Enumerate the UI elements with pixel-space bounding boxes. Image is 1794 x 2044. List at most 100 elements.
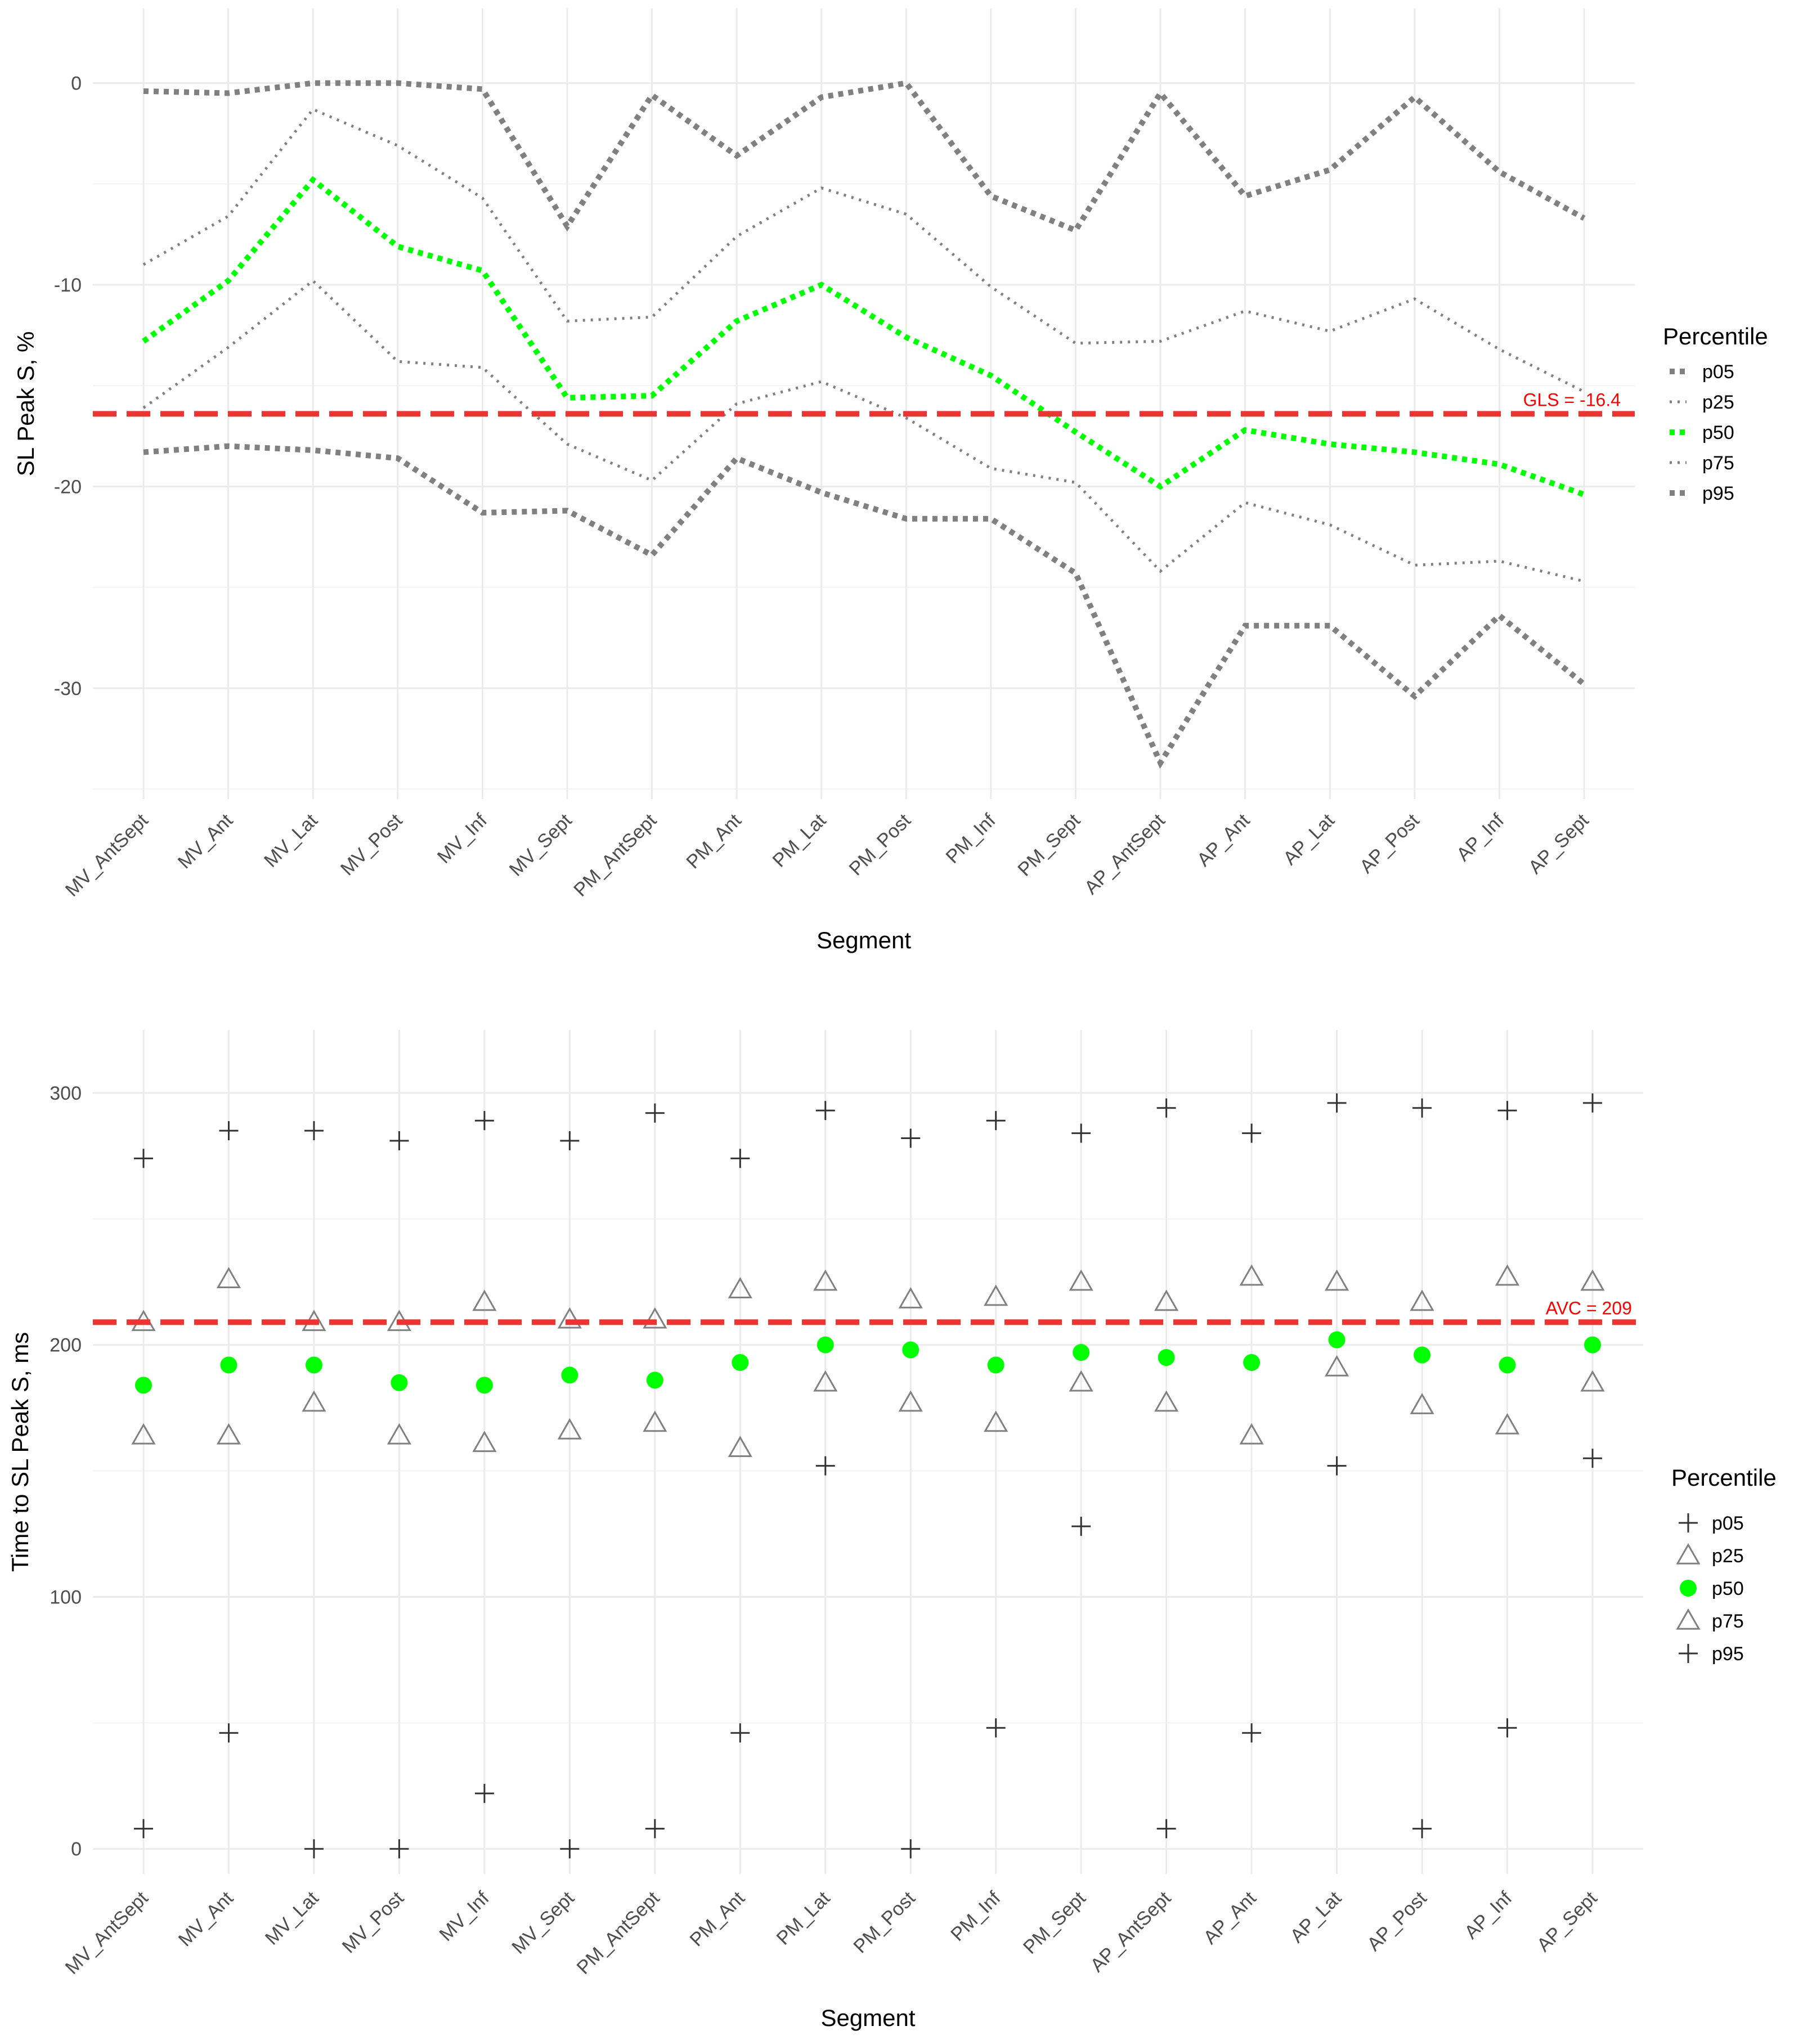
x-tick-label: AP_Sept: [1524, 809, 1593, 878]
point-p25-mv-sept: [557, 1418, 582, 1440]
x-tick-label: PM_Sept: [1013, 809, 1084, 880]
x-tick-label: AP_Lat: [1286, 1887, 1346, 1947]
point-p05-mv-lat: [304, 1839, 324, 1859]
x-tick-label: PM_Inf: [942, 809, 1000, 867]
legend-key-p75: [1676, 1608, 1701, 1630]
y-tick-labels: 0 -10 -20 -30: [54, 73, 82, 700]
y-axis-title: Time to SL Peak S, ms: [7, 1332, 33, 1572]
point-p50-pm-sept: [1073, 1344, 1090, 1361]
y-tick-label: -20: [54, 476, 82, 497]
point-p25-pm-sept: [1069, 1370, 1093, 1392]
legend-key-p95: [1679, 1644, 1698, 1663]
series-points: [131, 1093, 1605, 1859]
legend-items: p05 p25 p50 p75 p95: [1670, 361, 1734, 504]
point-p05-pm-lat: [815, 1456, 835, 1476]
legend-label: p05: [1712, 1513, 1744, 1534]
x-tick-label: MV_Inf: [436, 1887, 494, 1945]
point-p75-ap-post: [1410, 1289, 1434, 1311]
point-p75-mv-ant: [216, 1267, 241, 1289]
gls-reference: GLS = -16.4: [93, 389, 1635, 417]
point-p25-mv-inf: [472, 1431, 497, 1453]
point-p05-ap-sept: [1583, 1449, 1602, 1468]
point-p75-pm-antsept: [643, 1307, 667, 1329]
y-tick-label: 0: [71, 73, 82, 95]
point-p95-mv-sept: [560, 1131, 580, 1151]
point-p50-ap-sept: [1584, 1336, 1601, 1353]
legend-items: p05 p25 p50 p75 p95: [1676, 1513, 1744, 1665]
point-p25-mv-post: [387, 1423, 411, 1445]
point-p05-mv-ant: [219, 1723, 239, 1743]
point-p95-ap-sept: [1583, 1093, 1602, 1113]
point-p95-mv-lat: [304, 1121, 324, 1141]
legend-item-p75: p75: [1670, 452, 1734, 474]
x-tick-labels: MV_AntSept MV_Ant MV_Lat MV_Post MV_Inf MV_Se…: [61, 1887, 1602, 1978]
legend-item-p05: p05: [1679, 1513, 1744, 1534]
series-line-p50: [142, 176, 1585, 497]
x-tick-label: PM_Lat: [773, 1887, 835, 1949]
legend: Percentile p05 p25 p50 p75 p95: [1663, 323, 1768, 504]
x-tick-label: PM_AntSept: [569, 809, 661, 900]
y-tick-label: 300: [50, 1083, 82, 1104]
point-p75-ap-inf: [1495, 1264, 1520, 1286]
x-tick-label: PM_Post: [849, 1887, 920, 1957]
legend-label: p25: [1702, 392, 1734, 413]
point-p95-mv-inf: [474, 1111, 494, 1131]
point-p50-mv-post: [391, 1374, 408, 1391]
legend-label: p25: [1712, 1545, 1744, 1567]
x-tick-label: AP_Lat: [1279, 809, 1339, 869]
point-p25-pm-inf: [984, 1410, 1008, 1432]
x-tick-label: MV_Lat: [261, 1887, 323, 1949]
x-tick-labels: MV_AntSept MV_Ant MV_Lat MV_Post MV_Inf MV_Se…: [61, 809, 1593, 900]
point-p05-ap-inf: [1497, 1718, 1517, 1738]
x-tick-label: AP_Post: [1356, 809, 1424, 877]
x-axis-title: Segment: [820, 2005, 915, 2031]
x-tick-label: MV_Post: [338, 1887, 409, 1957]
point-p75-mv-inf: [472, 1289, 497, 1311]
x-tick-label: AP_Inf: [1460, 1887, 1516, 1943]
point-p50-ap-antsept: [1158, 1349, 1175, 1366]
x-tick-label: MV_Ant: [174, 1887, 238, 1951]
point-p95-pm-post: [901, 1128, 921, 1148]
point-p95-mv-ant: [219, 1121, 239, 1141]
point-p25-pm-antsept: [643, 1410, 667, 1432]
legend-label: p05: [1702, 361, 1734, 383]
y-tick-label: -30: [54, 678, 82, 700]
point-p95-pm-inf: [986, 1111, 1006, 1131]
x-tick-label: AP_Sept: [1533, 1887, 1602, 1956]
point-p75-pm-post: [898, 1287, 923, 1308]
time-to-peak-chart: 0 100 200 300 MV_AntSept MV_Ant MV_Lat MV_Post…: [7, 1030, 1777, 2031]
point-p25-mv-lat: [302, 1390, 326, 1412]
point-p05-mv-inf: [474, 1783, 494, 1803]
legend-key-p05: [1679, 1513, 1698, 1532]
point-p50-ap-lat: [1328, 1331, 1345, 1348]
y-tick-label: -10: [54, 275, 82, 296]
point-p25-mv-ant: [216, 1423, 241, 1445]
point-p05-mv-antsept: [134, 1819, 153, 1839]
legend-item-p75: p75: [1676, 1608, 1744, 1632]
avc-reference: AVC = 209: [93, 1298, 1643, 1325]
point-p95-ap-antsept: [1156, 1098, 1176, 1118]
y-tick-labels: 0 100 200 300: [50, 1083, 82, 1860]
point-p50-mv-ant: [220, 1356, 237, 1374]
point-p25-ap-post: [1410, 1393, 1434, 1414]
x-tick-label: AP_Ant: [1193, 809, 1254, 871]
x-tick-label: PM_Ant: [686, 1887, 750, 1951]
point-p05-pm-ant: [730, 1723, 750, 1743]
legend-item-p05: p05: [1670, 361, 1734, 383]
x-tick-label: MV_Ant: [174, 809, 237, 873]
point-p75-pm-inf: [984, 1284, 1008, 1306]
point-p75-pm-sept: [1069, 1269, 1093, 1291]
point-p75-ap-antsept: [1154, 1289, 1179, 1311]
legend-item-p95: p95: [1679, 1643, 1744, 1665]
x-tick-label: PM_Sept: [1019, 1887, 1090, 1958]
legend-label: p95: [1712, 1643, 1744, 1665]
series-line-p25: [142, 107, 1585, 393]
legend-key-p50: [1680, 1580, 1697, 1597]
x-tick-label: PM_Lat: [769, 809, 831, 871]
point-p95-pm-sept: [1071, 1123, 1091, 1143]
legend-label: p95: [1702, 483, 1734, 504]
x-tick-label: AP_Inf: [1452, 809, 1508, 865]
point-p95-ap-ant: [1242, 1123, 1262, 1143]
x-tick-label: MV_Sept: [508, 1887, 578, 1958]
legend-item-p50: p50: [1670, 422, 1734, 443]
